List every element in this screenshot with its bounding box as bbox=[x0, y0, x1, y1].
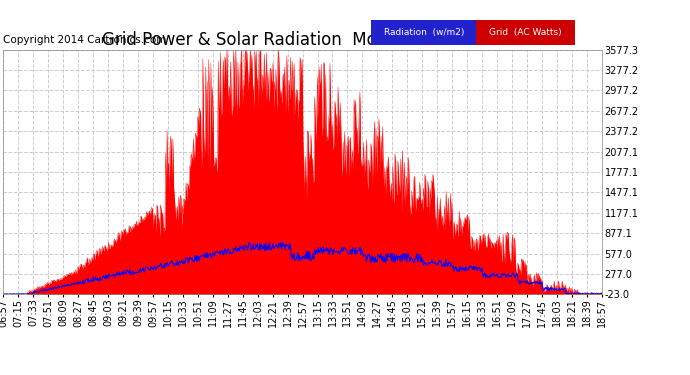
Text: Grid  (AC Watts): Grid (AC Watts) bbox=[489, 28, 562, 37]
Title: Grid Power & Solar Radiation  Mon Mar 17 18:59: Grid Power & Solar Radiation Mon Mar 17 … bbox=[102, 32, 503, 50]
Bar bbox=[371, 20, 476, 45]
Text: Copyright 2014 Cartronics.com: Copyright 2014 Cartronics.com bbox=[3, 34, 167, 45]
Text: Radiation  (w/m2): Radiation (w/m2) bbox=[384, 28, 464, 37]
Bar bbox=[476, 20, 575, 45]
